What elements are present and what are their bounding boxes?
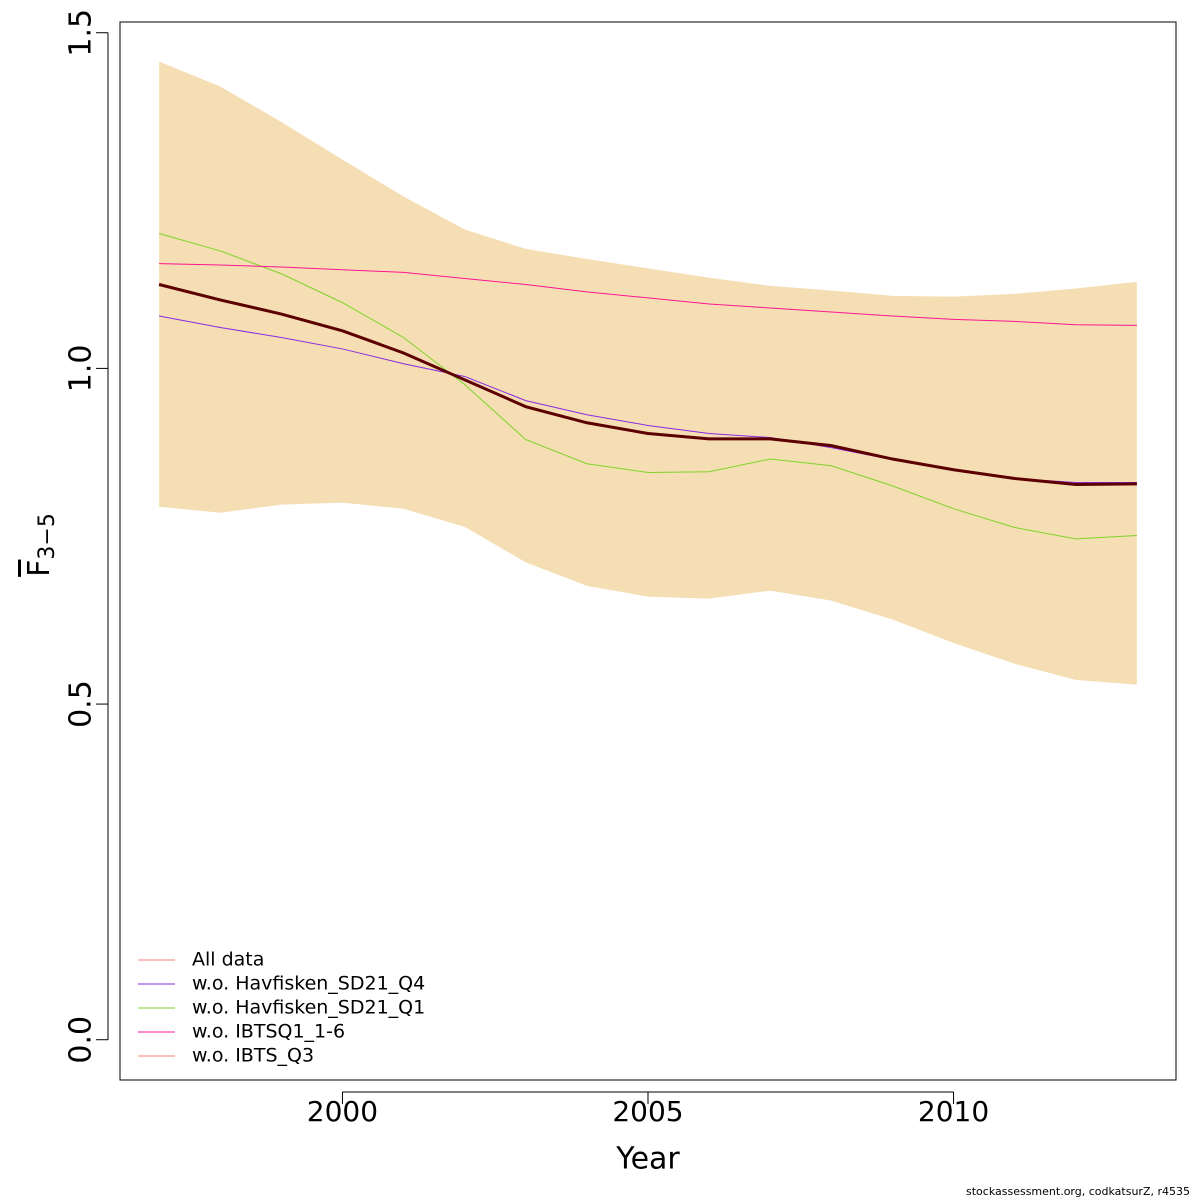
x-tick-label: 2000 <box>307 1095 378 1128</box>
y-axis-label: F3−5 <box>22 513 61 577</box>
y-tick-label: 1.5 <box>64 9 99 57</box>
x-tick-label: 2010 <box>918 1095 989 1128</box>
y-label-main: F <box>22 560 57 577</box>
legend-label: w.o. IBTSQ1_1-6 <box>192 1021 345 1043</box>
y-axis-label-group: F3−5 <box>22 513 61 577</box>
y-label-sub: 3−5 <box>35 513 60 559</box>
x-axis-label: Year <box>615 1142 680 1177</box>
footer: stockassessment.org, codkatsurZ, r4535 <box>966 1185 1190 1198</box>
legend-label: w.o. IBTS_Q3 <box>192 1045 314 1067</box>
best-estimate-line <box>158 283 1137 487</box>
series-line <box>159 263 1137 326</box>
confidence-band <box>159 61 1137 685</box>
legend-label: w.o. Havfisken_SD21_Q1 <box>192 997 425 1019</box>
y-tick-label: 0.0 <box>64 1016 99 1064</box>
legend-label: All data <box>192 949 264 971</box>
y-tick-label: 0.5 <box>64 680 99 728</box>
y-tick-label: 1.0 <box>64 345 99 393</box>
legend-label: w.o. Havfisken_SD21_Q4 <box>192 973 425 995</box>
x-tick-label: 2005 <box>612 1095 683 1128</box>
plot-frame <box>119 21 1177 1081</box>
series-line <box>158 232 1137 540</box>
